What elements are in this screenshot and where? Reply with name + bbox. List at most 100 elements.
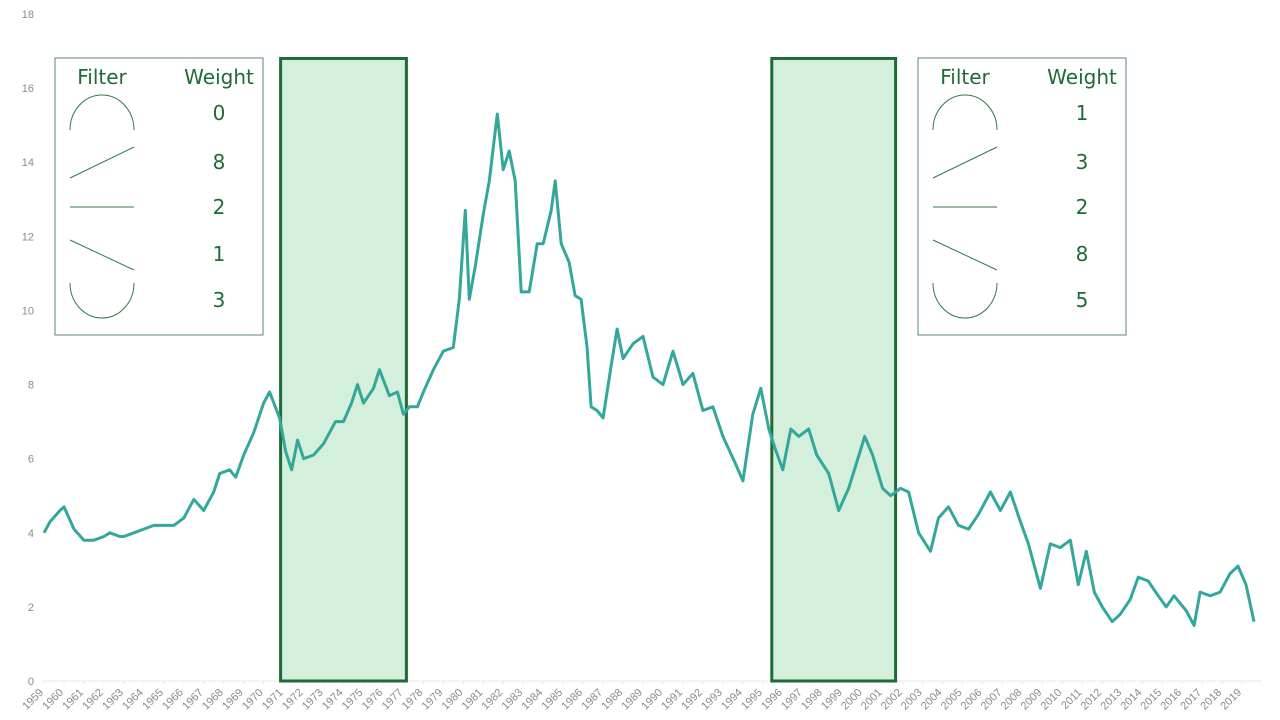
- x-tick-label: 2001: [859, 687, 885, 713]
- y-tick-label: 14: [22, 157, 34, 169]
- x-tick-label: 2017: [1178, 687, 1204, 713]
- y-tick-label: 4: [28, 528, 34, 540]
- x-tick-label: 1973: [300, 687, 326, 713]
- filter-icon: [932, 282, 998, 319]
- y-tick-label: 18: [22, 9, 34, 21]
- weight-value: 2: [1076, 195, 1089, 219]
- x-tick-label: 1997: [779, 687, 805, 713]
- x-tick-label: 2004: [919, 687, 945, 713]
- x-tick-label: 1996: [759, 687, 785, 713]
- filter-icon: [69, 282, 135, 319]
- filter-icon: [932, 94, 998, 131]
- x-tick-label: 1989: [619, 687, 645, 713]
- x-tick-label: 1964: [120, 687, 146, 713]
- x-tick-label: 1998: [799, 687, 825, 713]
- x-tick-label: 2012: [1079, 687, 1105, 713]
- x-tick-label: 1995: [739, 687, 765, 713]
- x-tick-label: 1993: [699, 687, 725, 713]
- panel-box: [917, 57, 1127, 336]
- x-tick-label: 1982: [480, 687, 506, 713]
- x-tick-label: 1999: [819, 687, 845, 713]
- x-tick-label: 2014: [1119, 687, 1145, 713]
- y-tick-label: 16: [22, 83, 34, 95]
- x-tick-label: 1985: [539, 687, 565, 713]
- filter-icon: [69, 146, 135, 179]
- filter-icon: [932, 146, 998, 179]
- x-tick-label: 1981: [460, 687, 486, 713]
- x-tick-label: 1991: [659, 687, 685, 713]
- x-tick-label: 1994: [719, 687, 745, 713]
- x-tick-label: 2000: [839, 687, 865, 713]
- weight-value: 5: [1076, 288, 1089, 312]
- x-tick-label: 1974: [320, 687, 346, 713]
- x-tick-label: 2009: [1019, 687, 1045, 713]
- x-tick-label: 2015: [1138, 687, 1164, 713]
- x-tick-label: 1975: [340, 687, 366, 713]
- x-tick-label: 1960: [40, 687, 66, 713]
- x-tick-label: 1983: [500, 687, 526, 713]
- x-tick-label: 1966: [160, 687, 186, 713]
- filter-panel: Filter Weight 0 8 2 1 3: [54, 57, 264, 336]
- highlight-region: [770, 56, 898, 683]
- x-tick-label: 1972: [280, 687, 306, 713]
- panel-header: Weight: [1047, 65, 1117, 89]
- weight-value: 2: [213, 195, 226, 219]
- x-tick-label: 1970: [240, 687, 266, 713]
- x-tick-label: 1968: [200, 687, 226, 713]
- x-tick-label: 1984: [520, 687, 546, 713]
- x-tick-label: 1971: [260, 687, 286, 713]
- x-tick-label: 1980: [440, 687, 466, 713]
- weight-value: 8: [213, 150, 226, 174]
- filter-icon: [932, 239, 998, 271]
- y-tick-label: 2: [28, 602, 34, 614]
- weight-value: 3: [1076, 150, 1089, 174]
- x-tick-label: 1990: [639, 687, 665, 713]
- x-tick-label: 2018: [1198, 687, 1224, 713]
- x-tick-label: 1978: [400, 687, 426, 713]
- x-tick-label: 1986: [559, 687, 585, 713]
- y-tick-label: 12: [22, 231, 34, 243]
- filter-icon: [69, 94, 135, 131]
- x-tick-label: 1987: [579, 687, 605, 713]
- y-tick-label: 8: [28, 380, 34, 392]
- x-tick-label: 1962: [80, 687, 106, 713]
- weight-value: 1: [1076, 101, 1089, 125]
- panel-header: Weight: [184, 65, 254, 89]
- x-tick-label: 2016: [1158, 687, 1184, 713]
- x-tick-label: 1967: [180, 687, 206, 713]
- y-tick-label: 10: [22, 305, 34, 317]
- x-tick-label: 2007: [979, 687, 1005, 713]
- weight-value: 3: [213, 288, 226, 312]
- x-tick-label: 1965: [140, 687, 166, 713]
- highlight-region: [279, 56, 408, 683]
- x-tick-label: 1963: [100, 687, 126, 713]
- y-tick-label: 6: [28, 454, 34, 466]
- x-tick-label: 2019: [1218, 687, 1244, 713]
- x-tick-label: 1976: [360, 687, 386, 713]
- y-tick-label: 0: [28, 676, 34, 688]
- x-tick-label: 2002: [879, 687, 905, 713]
- filter-panel: Filter Weight 1 3 2 8 5: [917, 57, 1127, 336]
- x-tick-label: 1959: [20, 687, 46, 713]
- x-tick-label: 2010: [1039, 687, 1065, 713]
- x-tick-label: 1979: [420, 687, 446, 713]
- x-tick-label: 1988: [599, 687, 625, 713]
- x-tick-label: 2006: [959, 687, 985, 713]
- x-tick-label: 2005: [939, 687, 965, 713]
- x-tick-label: 2003: [899, 687, 925, 713]
- x-tick-label: 1961: [60, 687, 86, 713]
- panel-box: [54, 57, 264, 336]
- x-tick-label: 2013: [1099, 687, 1125, 713]
- weight-value: 1: [213, 242, 226, 266]
- weight-value: 0: [213, 101, 226, 125]
- filter-icon: [69, 239, 135, 271]
- x-tick-label: 1992: [679, 687, 705, 713]
- panel-header: Filter: [940, 65, 990, 89]
- data-line: [42, 112, 1256, 627]
- x-tick-label: 1977: [380, 687, 406, 713]
- weight-value: 8: [1076, 242, 1089, 266]
- x-tick-label: 2008: [999, 687, 1025, 713]
- x-tick-label: 1969: [220, 687, 246, 713]
